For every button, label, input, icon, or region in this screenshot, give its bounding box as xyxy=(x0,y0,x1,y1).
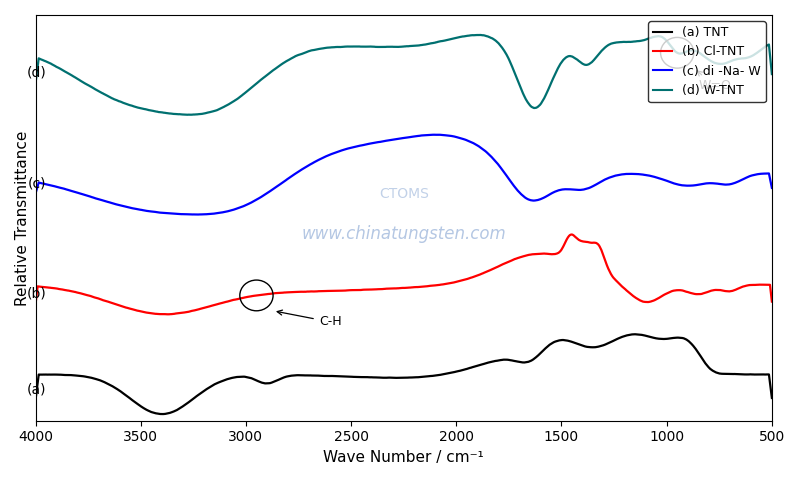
Y-axis label: Relative Transmittance: Relative Transmittance xyxy=(15,130,30,306)
Text: C-H: C-H xyxy=(277,310,342,328)
Text: (c): (c) xyxy=(27,176,46,190)
Text: www.chinatungsten.com: www.chinatungsten.com xyxy=(302,225,506,243)
X-axis label: Wave Number / cm⁻¹: Wave Number / cm⁻¹ xyxy=(323,450,484,465)
Text: CTOMS: CTOMS xyxy=(378,187,429,201)
Text: W=O: W=O xyxy=(697,71,731,92)
Legend: (a) TNT, (b) Cl-TNT, (c) di -Na- W, (d) W-TNT: (a) TNT, (b) Cl-TNT, (c) di -Na- W, (d) … xyxy=(648,21,766,102)
Text: (b): (b) xyxy=(26,287,46,301)
Text: (d): (d) xyxy=(26,66,46,80)
Text: (a): (a) xyxy=(26,383,46,396)
